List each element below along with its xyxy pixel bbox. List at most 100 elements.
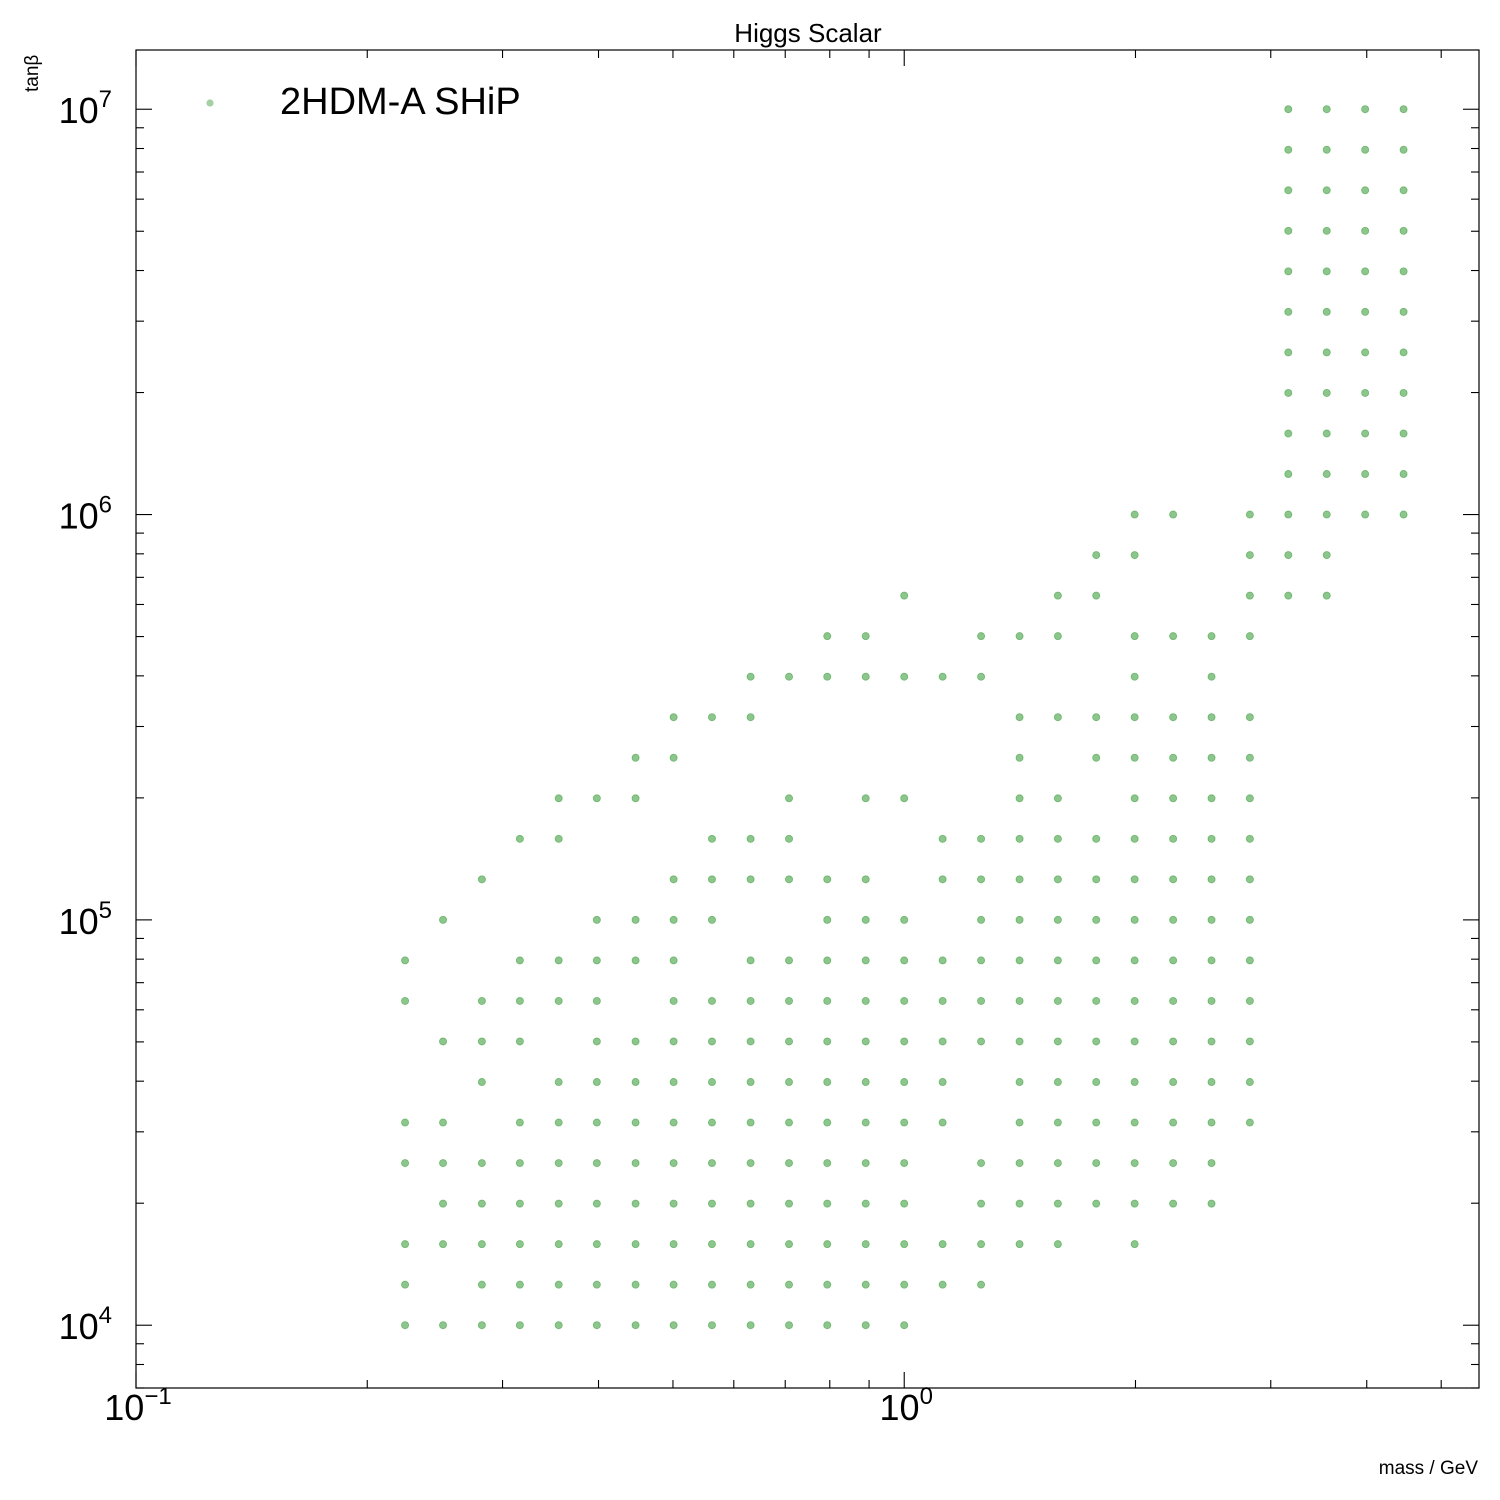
data-point	[977, 875, 986, 884]
data-points	[401, 105, 1408, 1330]
data-point	[1130, 794, 1139, 803]
data-point	[439, 1321, 448, 1330]
data-point	[669, 996, 678, 1005]
data-point	[631, 1199, 640, 1208]
data-point	[1361, 388, 1370, 397]
data-point	[1284, 348, 1293, 357]
data-point	[1361, 226, 1370, 235]
data-point	[1169, 1078, 1178, 1087]
data-point	[401, 956, 410, 965]
data-point	[938, 996, 947, 1005]
data-point	[477, 1199, 486, 1208]
data-point	[1322, 510, 1331, 519]
data-point	[746, 713, 755, 722]
data-point	[631, 794, 640, 803]
data-point	[900, 1280, 909, 1289]
data-point	[515, 1159, 524, 1168]
data-point	[1015, 1199, 1024, 1208]
data-point	[1053, 1118, 1062, 1127]
data-point	[1130, 713, 1139, 722]
y-tick-label: 106	[59, 492, 112, 537]
data-point	[1322, 226, 1331, 235]
data-point	[1245, 1078, 1254, 1087]
data-point	[592, 1078, 601, 1087]
data-point	[515, 956, 524, 965]
data-point	[1207, 875, 1216, 884]
data-point	[669, 915, 678, 924]
data-point	[631, 1280, 640, 1289]
data-point	[592, 956, 601, 965]
data-point	[1015, 1037, 1024, 1046]
data-point	[1053, 794, 1062, 803]
data-point	[1092, 591, 1101, 600]
data-point	[1092, 551, 1101, 560]
data-point	[631, 753, 640, 762]
data-point	[1053, 875, 1062, 884]
data-point	[1053, 1240, 1062, 1249]
data-point	[1399, 186, 1408, 195]
data-point	[592, 1280, 601, 1289]
data-point	[977, 1240, 986, 1249]
data-point	[900, 1118, 909, 1127]
data-point	[554, 1321, 563, 1330]
data-point	[1245, 551, 1254, 560]
plot-frame	[135, 49, 1480, 1389]
data-point	[746, 875, 755, 884]
data-point	[1245, 753, 1254, 762]
data-point	[785, 672, 794, 681]
data-point	[1284, 470, 1293, 479]
data-point	[592, 1037, 601, 1046]
data-point	[1130, 1118, 1139, 1127]
data-point	[554, 1118, 563, 1127]
data-point	[477, 875, 486, 884]
data-point	[861, 1078, 870, 1087]
data-point	[1361, 105, 1370, 114]
data-point	[1207, 956, 1216, 965]
data-point	[977, 632, 986, 641]
tick-labels: 10−1 100 104 105 106 107	[59, 86, 933, 1428]
data-point	[1207, 672, 1216, 681]
data-point	[977, 1037, 986, 1046]
data-point	[861, 1037, 870, 1046]
data-point	[1245, 794, 1254, 803]
data-point	[1053, 713, 1062, 722]
data-point	[592, 1159, 601, 1168]
data-point	[1284, 429, 1293, 438]
data-point	[1207, 753, 1216, 762]
data-point	[592, 1240, 601, 1249]
data-point	[823, 1159, 832, 1168]
data-point	[823, 1078, 832, 1087]
data-point	[401, 1159, 410, 1168]
data-point	[1399, 145, 1408, 154]
data-point	[1015, 1159, 1024, 1168]
data-point	[592, 794, 601, 803]
data-point	[746, 1159, 755, 1168]
data-point	[938, 1037, 947, 1046]
data-point	[1092, 713, 1101, 722]
data-point	[1322, 348, 1331, 357]
data-point	[1169, 632, 1178, 641]
data-point	[669, 1118, 678, 1127]
data-point	[861, 956, 870, 965]
data-point	[1092, 956, 1101, 965]
data-point	[707, 1037, 716, 1046]
data-point	[900, 672, 909, 681]
y-tick-label: 107	[59, 86, 112, 131]
data-point	[938, 1280, 947, 1289]
data-point	[707, 1240, 716, 1249]
data-point	[1399, 307, 1408, 316]
data-point	[1092, 915, 1101, 924]
data-point	[785, 1280, 794, 1289]
data-point	[861, 915, 870, 924]
data-point	[707, 1118, 716, 1127]
data-point	[785, 1037, 794, 1046]
data-point	[785, 996, 794, 1005]
data-point	[823, 672, 832, 681]
data-point	[1361, 429, 1370, 438]
data-point	[515, 1199, 524, 1208]
data-point	[707, 713, 716, 722]
data-point	[707, 1078, 716, 1087]
data-point	[1322, 145, 1331, 154]
data-point	[1207, 834, 1216, 843]
data-point	[1245, 1118, 1254, 1127]
